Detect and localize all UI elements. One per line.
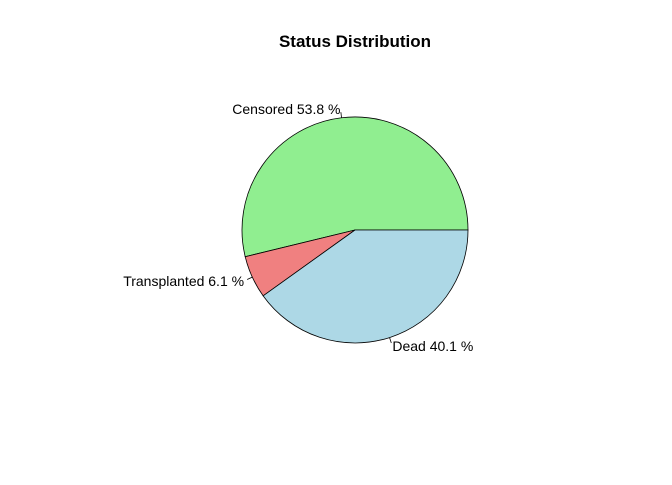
- slice-label-dead: Dead 40.1 %: [392, 338, 473, 354]
- slice-label-censored: Censored 53.8 %: [232, 101, 340, 117]
- leader-line-transplanted: [247, 276, 253, 280]
- pie-labels: Censored 53.8 % Transplanted 6.1 % Dead 40…: [123, 101, 473, 354]
- slice-label-transplanted: Transplanted 6.1 %: [123, 273, 244, 289]
- pie-slice-dead: [262, 229, 469, 344]
- pie-slices: [241, 116, 469, 344]
- chart-title: Status Distribution: [279, 32, 431, 51]
- leader-line-censored: [340, 112, 342, 118]
- leader-line-dead: [389, 337, 392, 344]
